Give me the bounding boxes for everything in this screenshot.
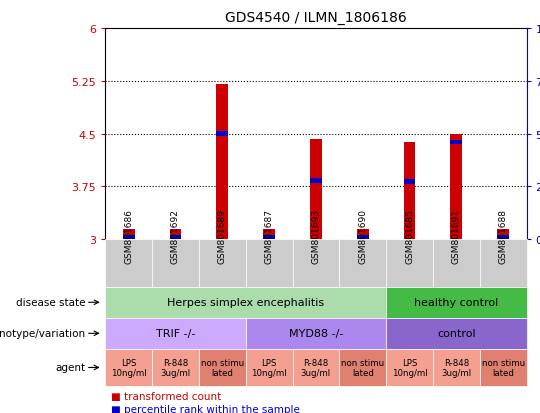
Bar	[357, 229, 368, 240]
Bar	[123, 236, 134, 241]
Text: GSM801692: GSM801692	[171, 209, 180, 263]
Bar	[264, 229, 275, 240]
Text: LPS
10ng/ml: LPS 10ng/ml	[111, 358, 146, 377]
Bar	[217, 85, 228, 240]
Text: LPS
10ng/ml: LPS 10ng/ml	[392, 358, 427, 377]
Text: TRIF -/-: TRIF -/-	[156, 328, 195, 339]
Bar	[497, 236, 509, 241]
Text: LPS
10ng/ml: LPS 10ng/ml	[251, 358, 287, 377]
Bar	[264, 236, 275, 241]
Text: MYD88 -/-: MYD88 -/-	[289, 328, 343, 339]
Bar	[403, 180, 415, 185]
Text: ■ percentile rank within the sample: ■ percentile rank within the sample	[111, 404, 300, 413]
Bar	[310, 140, 322, 240]
Text: R-848
3ug/ml: R-848 3ug/ml	[301, 358, 331, 377]
Text: GSM801685: GSM801685	[405, 209, 414, 263]
Bar	[497, 229, 509, 240]
Text: GSM801689: GSM801689	[218, 209, 227, 263]
Text: GSM801693: GSM801693	[312, 209, 320, 263]
Bar	[450, 140, 462, 145]
Bar	[450, 134, 462, 240]
Bar	[357, 236, 368, 241]
Bar	[170, 236, 181, 241]
Text: non stimu
lated: non stimu lated	[201, 358, 244, 377]
Text: genotype/variation: genotype/variation	[0, 328, 85, 339]
Text: agent: agent	[55, 363, 85, 373]
Text: non stimu
lated: non stimu lated	[482, 358, 525, 377]
Text: GSM801691: GSM801691	[452, 209, 461, 263]
Text: R-848
3ug/ml: R-848 3ug/ml	[160, 358, 191, 377]
Text: GSM801690: GSM801690	[358, 209, 367, 263]
Text: healthy control: healthy control	[414, 297, 498, 308]
Text: Herpes simplex encephalitis: Herpes simplex encephalitis	[167, 297, 324, 308]
Bar	[217, 132, 228, 137]
Title: GDS4540 / ILMN_1806186: GDS4540 / ILMN_1806186	[225, 11, 407, 25]
Text: ■ transformed count: ■ transformed count	[111, 392, 221, 401]
Text: control: control	[437, 328, 476, 339]
Bar	[123, 229, 134, 240]
Bar	[403, 142, 415, 240]
Text: GSM801687: GSM801687	[265, 209, 274, 263]
Text: non stimu
lated: non stimu lated	[341, 358, 384, 377]
Text: R-848
3ug/ml: R-848 3ug/ml	[441, 358, 471, 377]
Text: GSM801688: GSM801688	[498, 209, 508, 263]
Text: GSM801686: GSM801686	[124, 209, 133, 263]
Bar	[170, 229, 181, 240]
Bar	[310, 179, 322, 184]
Text: disease state: disease state	[16, 297, 85, 308]
